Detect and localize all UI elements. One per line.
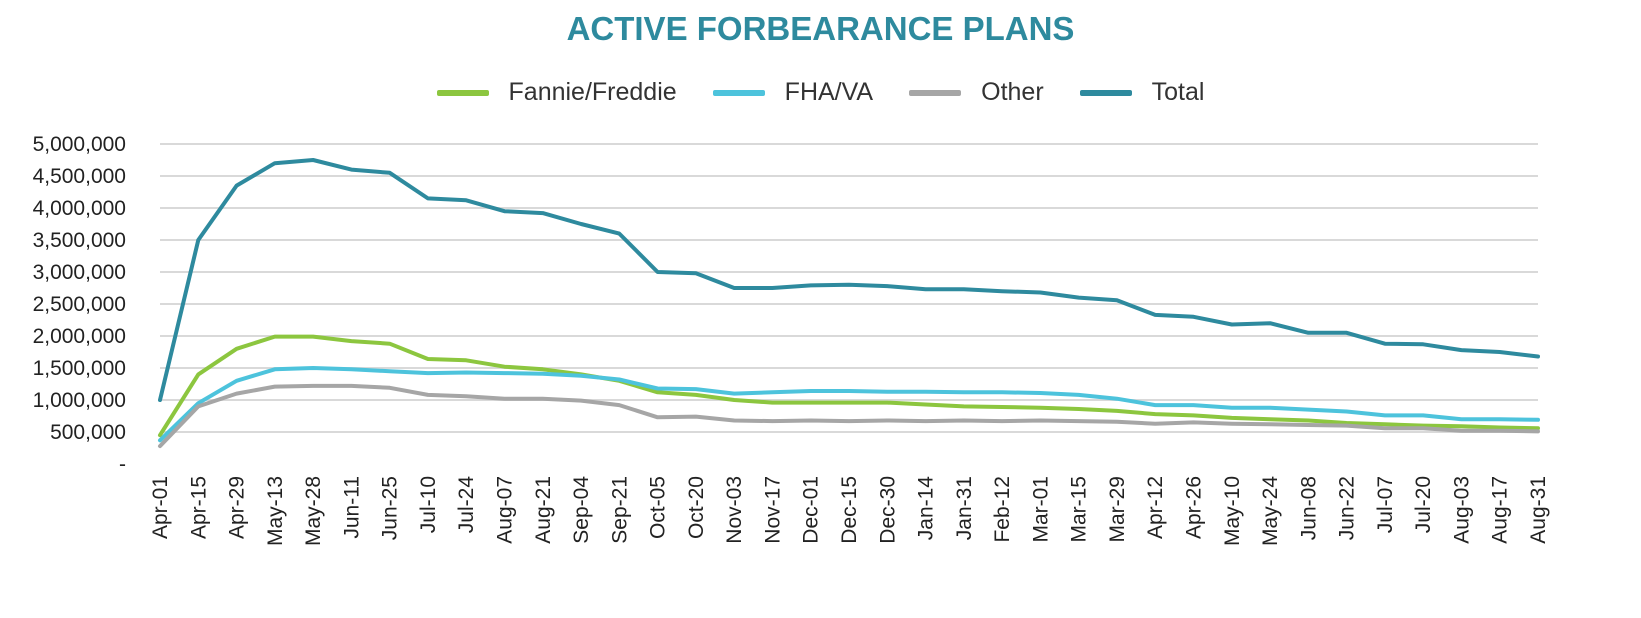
legend-label: FHA/VA [784, 78, 874, 106]
x-tick-label: Jul-07 [1374, 476, 1397, 533]
series-line-fannie-freddie [158, 334, 1540, 438]
x-tick-label: Aug-07 [494, 476, 517, 544]
x-tick-label: Jul-24 [455, 476, 478, 534]
legend-label: Fannie/Freddie [508, 78, 677, 106]
x-tick-label: Apr-01 [149, 476, 172, 539]
y-tick-label: 5,000,000 [33, 133, 126, 156]
x-tick-label: Jun-25 [379, 476, 402, 540]
y-tick-label: 1,500,000 [33, 357, 126, 380]
x-tick-label: Nov-17 [761, 476, 784, 544]
series-line-other [158, 383, 1540, 449]
x-tick-label: Jan-14 [915, 476, 938, 541]
x-tick-label: Jan-31 [953, 476, 976, 540]
x-tick-label: Jul-20 [1412, 476, 1435, 533]
x-tick-label: Oct-20 [685, 476, 708, 539]
x-tick-label: May-13 [264, 476, 287, 546]
x-tick-label: Apr-12 [1144, 476, 1167, 539]
x-tick-label: Mar-29 [1106, 476, 1129, 543]
legend-swatch [436, 90, 489, 97]
x-tick-label: Dec-30 [876, 476, 899, 544]
x-tick-label: Oct-05 [647, 476, 670, 539]
x-tick-label: Apr-26 [1183, 476, 1206, 539]
legend-item: Total [1079, 78, 1205, 107]
y-tick-label: - [119, 453, 126, 476]
legend: Fannie/Freddie FHA/VA Other Total [0, 78, 1641, 107]
y-tick-label: 4,500,000 [33, 165, 126, 188]
x-tick-label: Jul-10 [417, 476, 440, 533]
legend-item: Fannie/Freddie [436, 78, 677, 107]
x-tick-label: Mar-15 [1068, 476, 1091, 543]
x-tick-label: Sep-21 [608, 476, 631, 544]
legend-swatch [712, 90, 765, 97]
x-tick-label: Jun-08 [1297, 476, 1320, 540]
gridlines [160, 143, 1538, 433]
x-tick-label: Feb-12 [991, 476, 1014, 543]
x-tick-label: Jun-11 [340, 476, 363, 539]
x-tick-label: Aug-17 [1489, 476, 1512, 544]
x-tick-label: Sep-04 [570, 476, 593, 544]
legend-item: FHA/VA [712, 78, 874, 107]
x-tick-label: Dec-01 [800, 476, 823, 544]
x-tick-label: May-28 [302, 476, 325, 546]
x-tick-label: Apr-15 [187, 476, 210, 539]
x-tick-label: Aug-31 [1527, 476, 1550, 544]
x-tick-label: Dec-15 [838, 476, 861, 544]
x-tick-label: Apr-29 [226, 476, 249, 539]
x-tick-label: Aug-21 [532, 476, 555, 544]
legend-swatch [1079, 90, 1132, 97]
series-line-fha-va [158, 366, 1540, 443]
y-tick-label: 2,000,000 [33, 325, 126, 348]
x-tick-label: Jun-22 [1336, 476, 1359, 540]
y-tick-label: 4,000,000 [33, 197, 126, 220]
x-tick-label: Mar-01 [1029, 476, 1052, 543]
x-tick-label: May-10 [1221, 476, 1244, 546]
y-tick-label: 500,000 [50, 421, 126, 444]
y-tick-label: 3,500,000 [33, 229, 126, 252]
legend-label: Other [981, 78, 1044, 106]
chart-title: ACTIVE FORBEARANCE PLANS [566, 10, 1075, 47]
legend-item: Other [909, 78, 1044, 107]
y-tick-label: 2,500,000 [33, 293, 126, 316]
legend-label: Total [1151, 78, 1205, 106]
x-tick-label: Nov-03 [723, 476, 746, 544]
series-line-total [158, 158, 1540, 402]
x-tick-label: Aug-03 [1450, 476, 1473, 544]
y-tick-label: 1,000,000 [33, 389, 126, 412]
x-tick-label: May-24 [1259, 476, 1282, 546]
y-tick-label: 3,000,000 [33, 261, 126, 284]
legend-swatch [909, 90, 962, 97]
